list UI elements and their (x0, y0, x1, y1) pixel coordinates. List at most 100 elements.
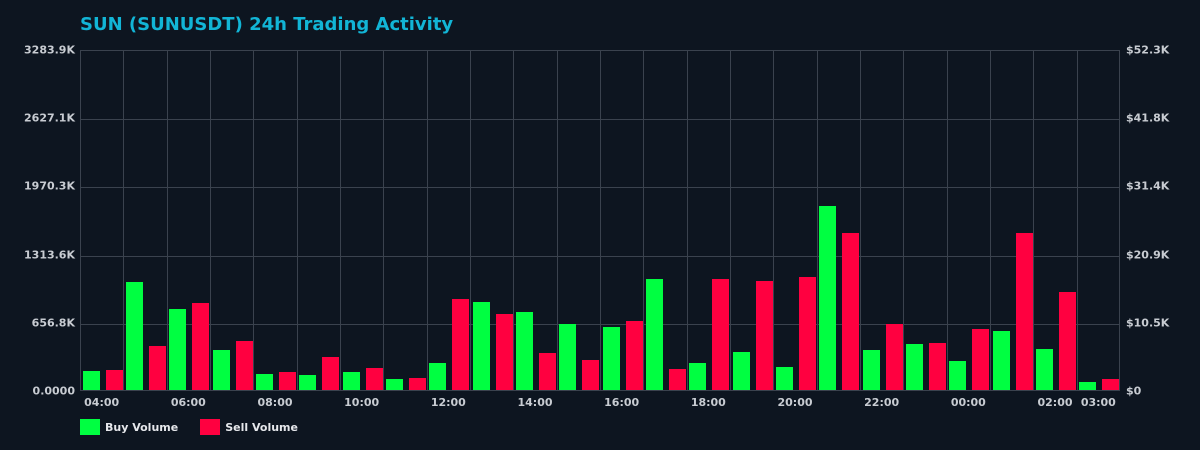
x-tick: 18:00 (690, 396, 726, 409)
buy-volume-bar[interactable] (472, 302, 490, 391)
grid-line-vertical (296, 51, 298, 391)
y-tick-right: $52.3K (1126, 43, 1170, 57)
sell-volume-bar[interactable] (192, 303, 210, 391)
y-tick-right: $10.5K (1126, 316, 1170, 330)
buy-volume-bar[interactable] (992, 331, 1010, 391)
y-tick-left: 0.0000 (32, 384, 75, 398)
buy-volume-bar[interactable] (645, 279, 663, 391)
grid-line-vertical (340, 51, 341, 391)
buy-volume-bar[interactable] (515, 312, 533, 391)
sell-volume-bar[interactable] (928, 343, 946, 391)
x-tick: 06:00 (170, 396, 206, 409)
grid-line-vertical (1033, 51, 1035, 391)
sell-volume-bar[interactable] (755, 281, 773, 391)
grid-line-vertical (123, 51, 125, 391)
buy-volume-bar[interactable] (905, 344, 923, 391)
grid-line-vertical (210, 51, 211, 391)
sell-volume-bar[interactable] (365, 368, 383, 391)
buy-volume-bar[interactable] (385, 379, 403, 391)
sell-volume-bar[interactable] (408, 378, 426, 391)
plot-area (80, 50, 1120, 391)
buy-volume-bar[interactable] (429, 363, 447, 391)
grid-line-vertical (470, 51, 471, 391)
sell-volume-bar[interactable] (148, 346, 166, 391)
grid-line-vertical (946, 51, 948, 391)
grid-line-vertical (730, 51, 731, 391)
sell-volume-bar[interactable] (798, 277, 816, 391)
x-tick: 00:00 (950, 396, 986, 409)
legend: Buy Volume Sell Volume (80, 419, 320, 435)
grid-line-vertical (816, 51, 818, 391)
x-tick: 10:00 (344, 396, 380, 409)
sell-volume-bar[interactable] (235, 341, 253, 391)
grid-line-vertical (773, 51, 775, 391)
legend-item-sell[interactable]: Sell Volume (200, 419, 298, 435)
sell-volume-bar[interactable] (1102, 379, 1120, 391)
grid-line-vertical (860, 51, 861, 391)
legend-item-buy[interactable]: Buy Volume (80, 419, 178, 435)
buy-volume-bar[interactable] (255, 374, 273, 391)
grid-line-vertical (643, 51, 645, 391)
buy-swatch-icon (80, 419, 100, 435)
x-tick: 22:00 (864, 396, 900, 409)
sell-swatch-icon (200, 419, 221, 435)
buy-volume-bar[interactable] (342, 372, 360, 391)
sell-volume-bar[interactable] (582, 360, 600, 391)
sell-volume-bar[interactable] (1058, 292, 1076, 391)
buy-volume-bar[interactable] (602, 327, 620, 391)
legend-label-buy: Buy Volume (105, 420, 179, 434)
sell-volume-bar[interactable] (972, 329, 990, 391)
sell-volume-bar[interactable] (712, 279, 730, 391)
y-tick-left: 656.8K (31, 316, 75, 330)
x-tick: 02:00 (1037, 396, 1073, 409)
sell-volume-bar[interactable] (842, 233, 860, 391)
y-tick-right: $20.9K (1126, 248, 1170, 262)
sell-volume-bar[interactable] (452, 299, 470, 391)
buy-volume-bar[interactable] (1079, 382, 1097, 391)
grid-line-vertical (426, 51, 428, 391)
y-tick-right: $0 (1126, 384, 1142, 398)
buy-volume-bar[interactable] (169, 309, 187, 391)
sell-volume-bar[interactable] (1015, 233, 1033, 391)
sell-volume-bar[interactable] (625, 321, 643, 391)
buy-volume-bar[interactable] (732, 352, 750, 391)
sell-volume-bar[interactable] (105, 370, 123, 391)
x-axis-line (80, 390, 1120, 391)
y-tick-right: $41.8K (1126, 111, 1170, 125)
buy-volume-bar[interactable] (862, 350, 880, 391)
x-tick: 14:00 (517, 396, 553, 409)
buy-volume-bar[interactable] (299, 375, 317, 391)
x-tick: 08:00 (257, 396, 293, 409)
buy-volume-bar[interactable] (819, 206, 837, 391)
buy-volume-bar[interactable] (949, 361, 967, 391)
buy-volume-bar[interactable] (559, 324, 577, 391)
y-tick-right: $31.4K (1126, 179, 1170, 193)
y-tick-left: 2627.1K (24, 111, 75, 125)
sell-volume-bar[interactable] (495, 314, 513, 391)
sell-volume-bar[interactable] (278, 372, 296, 391)
y-tick-left: 3283.9K (24, 43, 75, 57)
grid-line-vertical (686, 51, 688, 391)
x-tick: 04:00 (84, 396, 120, 409)
y-tick-left: 1970.3K (24, 179, 75, 193)
buy-volume-bar[interactable] (775, 367, 793, 391)
legend-label-sell: Sell Volume (225, 420, 298, 434)
grid-line-vertical (166, 51, 168, 391)
grid-line-vertical (253, 51, 255, 391)
sell-volume-bar[interactable] (538, 353, 556, 391)
grid-line-vertical (383, 51, 385, 391)
x-tick: 12:00 (430, 396, 466, 409)
grid-line-vertical (513, 51, 515, 391)
buy-volume-bar[interactable] (1035, 349, 1053, 391)
buy-volume-bar[interactable] (689, 363, 707, 391)
grid-line-vertical (903, 51, 905, 391)
grid-line-vertical (600, 51, 601, 391)
buy-volume-bar[interactable] (212, 350, 230, 391)
grid-line-vertical (556, 51, 558, 391)
sell-volume-bar[interactable] (668, 369, 686, 391)
buy-volume-bar[interactable] (125, 282, 143, 391)
y-tick-left: 1313.6K (24, 248, 75, 262)
sell-volume-bar[interactable] (885, 324, 903, 391)
buy-volume-bar[interactable] (82, 371, 100, 391)
sell-volume-bar[interactable] (322, 357, 340, 391)
